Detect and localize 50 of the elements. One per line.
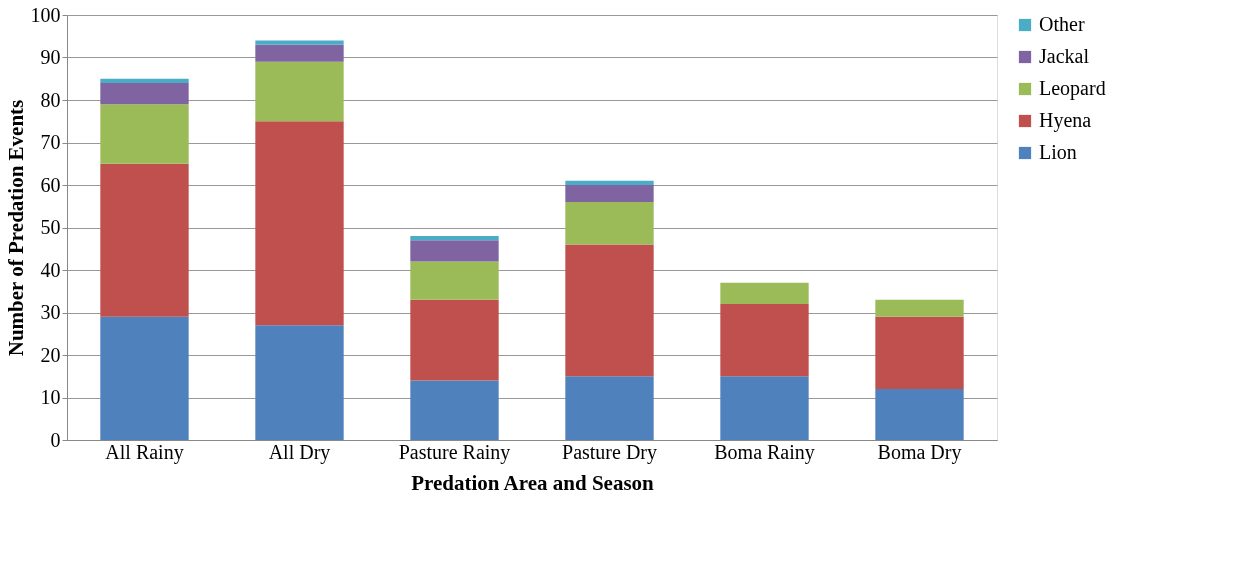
x-axis-title: Predation Area and Season — [411, 470, 655, 495]
bar — [255, 44, 344, 62]
y-tick-label: 70 — [40, 131, 61, 153]
y-tick-label: 0 — [50, 428, 61, 451]
bar — [565, 180, 654, 185]
bar — [565, 376, 654, 440]
bar — [565, 202, 654, 245]
x-tick-label: Pasture Rainy — [398, 440, 511, 464]
y-tick-label: 30 — [40, 301, 61, 323]
bar — [410, 236, 499, 241]
bar — [255, 325, 344, 440]
legend-label: Leopard — [1039, 77, 1106, 100]
y-tick-label: 20 — [40, 343, 61, 366]
bar — [720, 376, 809, 440]
y-tick-label: 90 — [40, 46, 61, 68]
bar — [255, 40, 344, 45]
y-tick-label: 40 — [40, 258, 61, 281]
y-tick-label: 100 — [30, 3, 61, 26]
bar — [565, 185, 654, 202]
legend-label: Lion — [1039, 141, 1077, 163]
bar — [100, 316, 189, 440]
bar — [100, 104, 189, 164]
bar — [565, 244, 654, 377]
legend-label: Other — [1039, 13, 1085, 35]
y-axis-title: Number of Predation Events — [3, 99, 28, 357]
legend-label: Jackal — [1039, 45, 1090, 67]
legend-label: Hyena — [1039, 109, 1092, 132]
x-tick-label: All Rainy — [105, 440, 184, 464]
y-tick-label: 60 — [40, 173, 61, 196]
y-tick-label: 80 — [40, 88, 61, 111]
bar — [410, 261, 499, 300]
x-tick-label: Boma Rainy — [714, 440, 815, 464]
x-tick-label: Boma Dry — [877, 440, 962, 464]
bar — [410, 240, 499, 262]
bar — [100, 83, 189, 105]
bar — [875, 316, 964, 389]
bar — [875, 389, 964, 440]
bar — [255, 121, 344, 326]
bar — [100, 78, 189, 83]
bar — [410, 380, 499, 440]
y-tick-label: 50 — [40, 216, 61, 238]
bar — [720, 282, 809, 304]
x-tick-label: Pasture Dry — [562, 440, 657, 464]
bar — [720, 304, 809, 377]
bar — [875, 299, 964, 317]
x-tick-label: All Dry — [268, 440, 331, 464]
bar — [100, 163, 189, 317]
bar — [255, 61, 344, 122]
bar — [410, 299, 499, 381]
y-tick-label: 10 — [40, 386, 61, 408]
